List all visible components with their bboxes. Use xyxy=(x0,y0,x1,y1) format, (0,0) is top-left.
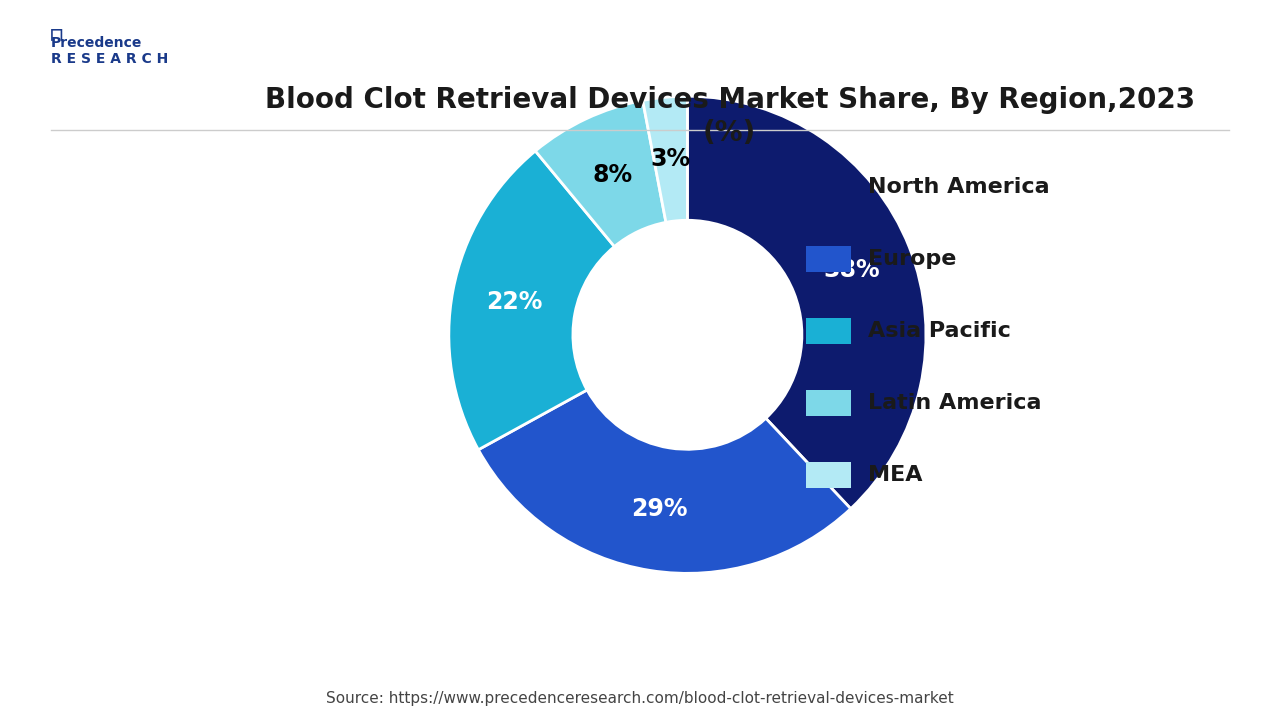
Text: Source: https://www.precedenceresearch.com/blood-clot-retrieval-devices-market: Source: https://www.precedenceresearch.c… xyxy=(326,690,954,706)
Text: ⊓: ⊓ xyxy=(49,25,64,44)
Text: Precedence
R E S E A R C H: Precedence R E S E A R C H xyxy=(51,36,169,66)
Text: Europe: Europe xyxy=(868,249,956,269)
Wedge shape xyxy=(643,96,687,222)
Text: Latin America: Latin America xyxy=(868,393,1042,413)
Text: 29%: 29% xyxy=(631,498,689,521)
Wedge shape xyxy=(449,151,614,450)
Wedge shape xyxy=(535,101,666,246)
Text: 3%: 3% xyxy=(650,147,691,171)
Wedge shape xyxy=(687,96,925,509)
Text: Asia Pacific: Asia Pacific xyxy=(868,321,1011,341)
Text: North America: North America xyxy=(868,177,1050,197)
Text: 38%: 38% xyxy=(823,258,879,282)
Text: 8%: 8% xyxy=(593,163,632,187)
Text: Blood Clot Retrieval Devices Market Share, By Region,2023
(%): Blood Clot Retrieval Devices Market Shar… xyxy=(265,86,1194,147)
Text: 22%: 22% xyxy=(486,289,543,314)
Text: MEA: MEA xyxy=(868,465,923,485)
Wedge shape xyxy=(479,390,851,573)
